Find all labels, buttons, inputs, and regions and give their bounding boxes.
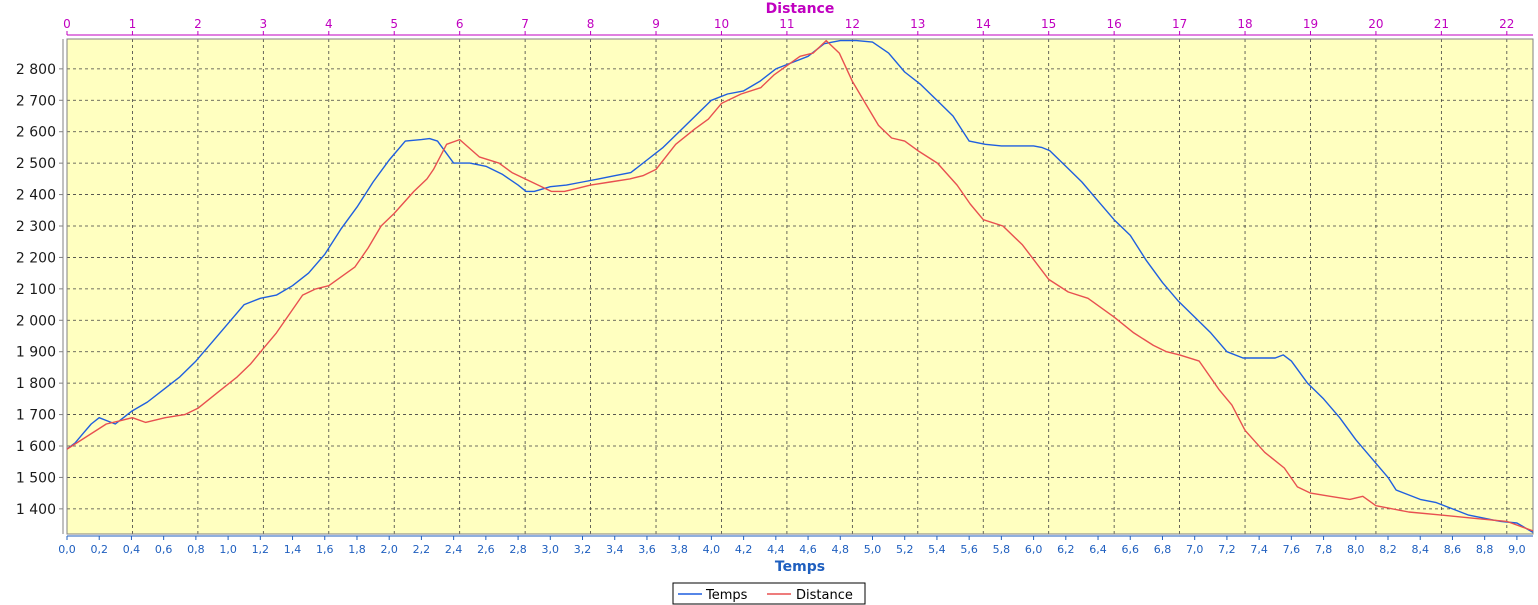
top-tick-label: 15 bbox=[1041, 17, 1056, 31]
series-line-distance bbox=[66, 39, 1534, 532]
bottom-tick-label: 3,2 bbox=[574, 543, 592, 556]
top-tick-label: 2 bbox=[194, 17, 202, 31]
top-tick-label: 13 bbox=[910, 17, 925, 31]
bottom-tick-label: 3,8 bbox=[670, 543, 688, 556]
top-tick-label: 17 bbox=[1172, 17, 1187, 31]
bottom-tick-label: 3,6 bbox=[638, 543, 656, 556]
bottom-tick-label: 2,2 bbox=[413, 543, 431, 556]
bottom-tick-label: 0,4 bbox=[123, 543, 141, 556]
top-tick-label: 6 bbox=[456, 17, 464, 31]
left-tick-label: 1 800 bbox=[16, 376, 56, 392]
bottom-tick-label: 0,2 bbox=[90, 543, 108, 556]
top-tick-label: 11 bbox=[779, 17, 794, 31]
bottom-tick-label: 4,2 bbox=[735, 543, 753, 556]
left-tick-label: 2 200 bbox=[16, 250, 56, 266]
bottom-tick-label: 8,6 bbox=[1444, 543, 1462, 556]
top-tick-label: 19 bbox=[1303, 17, 1318, 31]
top-tick-label: 18 bbox=[1237, 17, 1252, 31]
bottom-tick-label: 6,4 bbox=[1089, 543, 1107, 556]
bottom-tick-label: 6,2 bbox=[1057, 543, 1075, 556]
bottom-tick-label: 0,8 bbox=[187, 543, 205, 556]
left-tick-label: 1 900 bbox=[16, 345, 56, 361]
left-tick-label: 2 300 bbox=[16, 219, 56, 235]
bottom-axis-ticks: 0,0 0,2 0,4 0,6 0,8 1,0 1,2 1,4 1,6 1,8 2,0 2,2 2,4 2… bbox=[58, 536, 1526, 556]
top-tick-label: 14 bbox=[976, 17, 991, 31]
top-tick-label: 5 bbox=[390, 17, 398, 31]
top-tick-label: 0 bbox=[63, 17, 71, 31]
bottom-tick-label: 7,0 bbox=[1186, 543, 1204, 556]
bottom-tick-label: 1,4 bbox=[284, 543, 302, 556]
top-tick-label: 9 bbox=[652, 17, 660, 31]
left-tick-label: 2 600 bbox=[16, 125, 56, 141]
left-tick-label: 1 400 bbox=[16, 502, 56, 518]
top-tick-label: 12 bbox=[845, 17, 860, 31]
top-tick-label: 4 bbox=[325, 17, 333, 31]
plot-area bbox=[67, 39, 1533, 534]
bottom-tick-label: 4,8 bbox=[832, 543, 850, 556]
bottom-tick-label: 6,0 bbox=[1025, 543, 1043, 556]
bottom-tick-label: 8,4 bbox=[1411, 543, 1429, 556]
bottom-tick-label: 2,0 bbox=[380, 543, 398, 556]
left-tick-label: 1 600 bbox=[16, 439, 56, 455]
bottom-tick-label: 8,8 bbox=[1476, 543, 1494, 556]
top-tick-label: 20 bbox=[1368, 17, 1383, 31]
bottom-tick-label: 2,6 bbox=[477, 543, 495, 556]
left-tick-label: 1 700 bbox=[16, 408, 56, 424]
bottom-tick-label: 7,4 bbox=[1250, 543, 1268, 556]
bottom-tick-label: 5,6 bbox=[960, 543, 978, 556]
bottom-tick-label: 0,0 bbox=[58, 543, 76, 556]
bottom-tick-label: 5,4 bbox=[928, 543, 946, 556]
bottom-tick-label: 6,6 bbox=[1122, 543, 1140, 556]
top-axis-title: Distance bbox=[766, 1, 835, 17]
bottom-tick-label: 7,2 bbox=[1218, 543, 1236, 556]
bottom-tick-label: 6,8 bbox=[1154, 543, 1172, 556]
bottom-tick-label: 8,0 bbox=[1347, 543, 1365, 556]
bottom-tick-label: 3,0 bbox=[542, 543, 560, 556]
top-tick-label: 8 bbox=[587, 17, 595, 31]
top-tick-label: 10 bbox=[714, 17, 729, 31]
bottom-tick-label: 1,8 bbox=[348, 543, 366, 556]
bottom-tick-label: 1,2 bbox=[252, 543, 270, 556]
left-tick-label: 2 700 bbox=[16, 93, 56, 109]
top-tick-label: 1 bbox=[129, 17, 137, 31]
bottom-tick-label: 4,0 bbox=[703, 543, 721, 556]
bottom-tick-label: 1,6 bbox=[316, 543, 334, 556]
bottom-tick-label: 8,2 bbox=[1379, 543, 1397, 556]
bottom-tick-label: 3,4 bbox=[606, 543, 624, 556]
series-layer bbox=[66, 39, 1534, 534]
top-tick-label: 21 bbox=[1434, 17, 1449, 31]
top-tick-label: 3 bbox=[260, 17, 268, 31]
left-tick-label: 2 500 bbox=[16, 156, 56, 172]
bottom-tick-label: 2,4 bbox=[445, 543, 463, 556]
legend-label-distance: Distance bbox=[796, 588, 853, 603]
bottom-tick-label: 1,0 bbox=[219, 543, 237, 556]
left-axis-ticks: 1 400 1 500 1 600 1 700 1 800 1 900 2 000 2 100… bbox=[16, 62, 63, 518]
left-tick-label: 2 100 bbox=[16, 282, 56, 298]
top-tick-label: 22 bbox=[1499, 17, 1514, 31]
bottom-axis-title: Temps bbox=[775, 559, 825, 575]
bottom-tick-label: 2,8 bbox=[509, 543, 527, 556]
bottom-tick-label: 4,4 bbox=[767, 543, 785, 556]
bottom-tick-label: 5,0 bbox=[864, 543, 882, 556]
top-tick-label: 7 bbox=[521, 17, 529, 31]
grid-lines bbox=[66, 39, 1533, 534]
top-tick-label: 16 bbox=[1107, 17, 1122, 31]
bottom-tick-label: 5,8 bbox=[993, 543, 1011, 556]
legend: Temps Distance bbox=[672, 582, 866, 605]
bottom-tick-label: 0,6 bbox=[155, 543, 173, 556]
bottom-tick-label: 5,2 bbox=[896, 543, 914, 556]
left-tick-label: 1 500 bbox=[16, 470, 56, 486]
legend-label-temps: Temps bbox=[705, 588, 748, 603]
bottom-tick-label: 9,0 bbox=[1508, 543, 1526, 556]
bottom-tick-label: 4,6 bbox=[799, 543, 817, 556]
left-tick-label: 2 800 bbox=[16, 62, 56, 78]
top-axis-ticks: 0 1 2 3 4 5 6 7 8 9 10 11 12 13 14 15 16 17 18 19 20 21 22 bbox=[63, 17, 1514, 35]
left-tick-label: 2 400 bbox=[16, 188, 56, 204]
bottom-tick-label: 7,8 bbox=[1315, 543, 1333, 556]
bottom-tick-label: 7,6 bbox=[1283, 543, 1301, 556]
plot-border bbox=[66, 38, 1534, 535]
left-tick-label: 2 000 bbox=[16, 313, 56, 329]
